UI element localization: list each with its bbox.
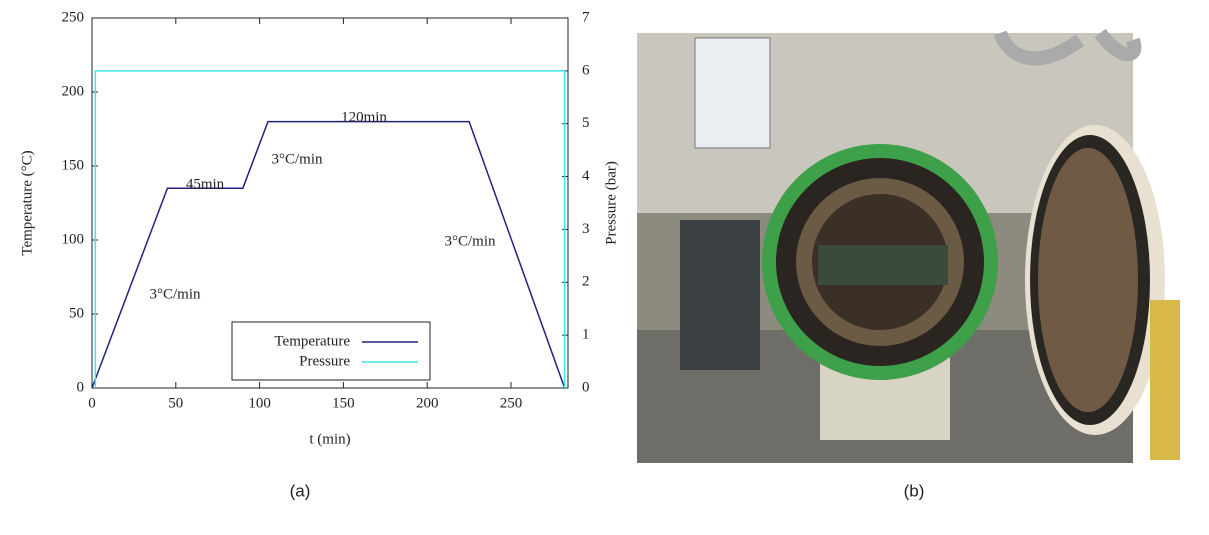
annotation: 3°C/min [271,151,323,167]
legend-label: Temperature [274,333,350,349]
y2-tick-label: 1 [582,327,590,343]
annotation: 3°C/min [149,286,201,302]
y-tick-label: 100 [62,231,85,247]
y-tick-label: 50 [69,305,84,321]
series-line [91,120,566,389]
caption: (a) [290,481,311,500]
annotation: 45min [186,176,225,192]
x-tick-label: 100 [248,395,271,411]
y2-tick-label: 2 [582,274,590,290]
annotation: 3°C/min [444,233,496,249]
x-tick-label: 200 [416,395,439,411]
y-tick-label: 250 [62,9,85,25]
x-tick-label: 0 [88,395,96,411]
y2-tick-label: 4 [582,168,590,184]
y-axis-label: Temperature (°C) [19,150,35,255]
y2-tick-label: 7 [582,9,590,25]
y-tick-label: 150 [62,157,85,173]
y-tick-label: 0 [77,379,85,395]
plot-frame [91,17,569,389]
x-axis-label: t (min) [309,431,350,447]
x-tick-label: 150 [332,395,355,411]
y2-tick-label: 3 [582,221,590,237]
legend-label: Pressure [299,353,350,369]
y2-tick-label: 6 [582,62,590,78]
photo [637,28,1180,463]
caption: (b) [904,481,925,500]
x-tick-label: 250 [500,395,523,411]
y2-axis-label: Pressure (bar) [603,161,619,245]
series-line [94,70,566,388]
y2-tick-label: 5 [582,115,590,131]
annotation: 120min [341,109,387,125]
y2-tick-label: 0 [582,379,590,395]
x-tick-label: 50 [168,395,183,411]
y-tick-label: 200 [62,83,85,99]
legend-box [231,321,431,381]
